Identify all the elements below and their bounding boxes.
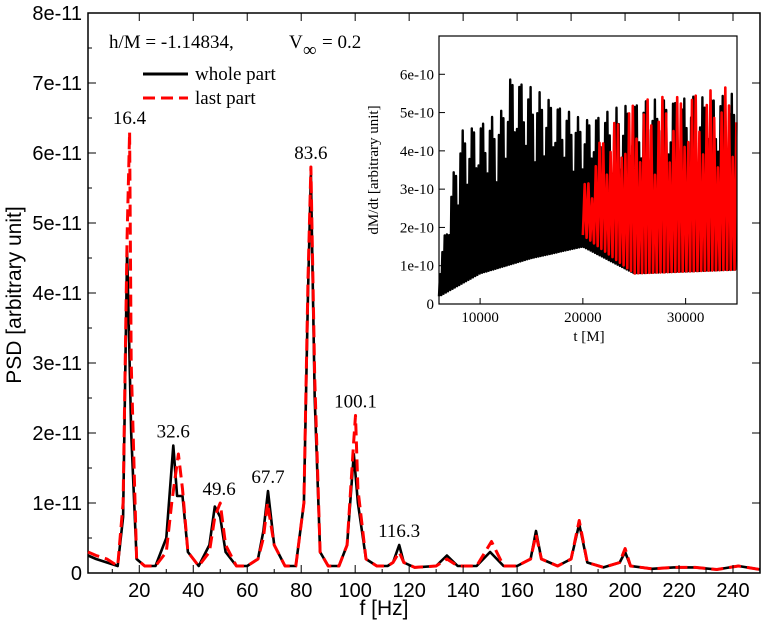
peak-label: 67.7 <box>251 467 284 488</box>
x-tick-label: 240 <box>716 580 749 602</box>
y-tick-label: 7e-11 <box>32 73 82 95</box>
y-axis-title: PSD [arbitrary unit] <box>3 206 26 383</box>
y-tick-label: 4e-11 <box>32 283 82 305</box>
x-tick-label: 20 <box>128 580 150 602</box>
x-tick-label: 120 <box>392 580 425 602</box>
annotation-v-suffix: = 0.2 <box>322 32 361 53</box>
x-tick-label: 160 <box>500 580 533 602</box>
peak-label: 116.3 <box>378 521 420 542</box>
annotation-prefix: h/M = -1.14834, <box>109 32 234 53</box>
y-tick-label: 1e-11 <box>32 493 82 515</box>
x-tick-label: 100 <box>338 580 371 602</box>
inset-ticks: 10000 20000 30000 0 1e-10 2e-10 3e-10 4e-10 5e-1… <box>400 67 705 326</box>
series-line-last-part <box>87 130 761 571</box>
x-axis-title: f [Hz] <box>359 597 408 620</box>
x-tick-label: 200 <box>608 580 641 602</box>
inset-x-tick-label: 30000 <box>667 310 705 326</box>
main-ticks: 20 40 60 80 100 120 140 160 180 200 220 240 0 1e-11 2e… <box>32 3 760 602</box>
x-tick-label: 60 <box>236 580 258 602</box>
inset-y-tick-label: 6e-10 <box>400 67 434 83</box>
header-annotation: h/M = -1.14834, V ∞ = 0.2 <box>109 32 361 61</box>
annotation-v-subscript: ∞ <box>303 40 317 61</box>
inset-y-tick-label: 5e-10 <box>400 106 434 122</box>
x-tick-label: 80 <box>290 580 312 602</box>
y-tick-label: 2e-11 <box>32 423 82 445</box>
peak-label: 100.1 <box>334 392 377 413</box>
y-tick-label: 8e-11 <box>32 3 82 25</box>
legend-label-whole-part: whole part <box>195 64 276 85</box>
y-tick-label: 6e-11 <box>32 143 82 165</box>
peak-labels: 16.4 32.6 49.6 67.7 83.6 100.1 116.3 <box>113 108 420 542</box>
inset-series-last-part <box>581 86 738 275</box>
inset-y-tick-label: 3e-10 <box>400 182 434 198</box>
inset-x-tick-label: 10000 <box>461 310 499 326</box>
x-tick-label: 220 <box>662 580 695 602</box>
main-series-layer <box>87 130 761 571</box>
annotation-v-symbol: V <box>289 32 303 53</box>
inset-axes <box>438 35 738 305</box>
inset-x-axis-title: t [M] <box>573 329 604 345</box>
peak-label: 32.6 <box>157 422 190 443</box>
x-tick-label: 40 <box>182 580 204 602</box>
peak-label: 83.6 <box>294 143 327 164</box>
inset-chart: 10000 20000 30000 0 1e-10 2e-10 3e-10 4e-10 5e-1… <box>366 35 738 345</box>
inset-x-tick-label: 20000 <box>564 310 602 326</box>
inset-y-tick-label: 1e-10 <box>400 259 434 275</box>
y-tick-label: 0 <box>71 563 82 585</box>
inset-y-tick-label: 0 <box>427 297 435 313</box>
inset-series-layer <box>437 78 738 297</box>
legend-label-last-part: last part <box>195 88 256 109</box>
y-tick-label: 3e-11 <box>32 353 82 375</box>
peak-label: 49.6 <box>203 479 236 500</box>
inset-plot-frame <box>438 35 738 305</box>
y-tick-label: 5e-11 <box>32 213 82 235</box>
inset-y-axis-title: dM/dt [arbitrary unit] <box>366 105 382 234</box>
legend: whole part last part <box>143 64 276 109</box>
x-tick-label: 180 <box>554 580 587 602</box>
inset-y-tick-label: 4e-10 <box>400 144 434 160</box>
x-tick-label: 140 <box>446 580 479 602</box>
inset-y-tick-label: 2e-10 <box>400 220 434 236</box>
peak-label: 16.4 <box>113 108 147 129</box>
